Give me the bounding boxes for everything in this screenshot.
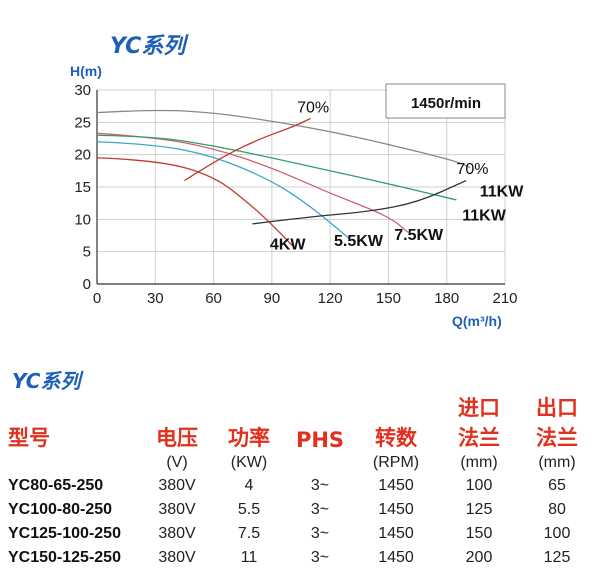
y-axis-label: H(m) [70,63,102,79]
series-line [96,132,409,233]
cell-power: 7.5 [237,525,261,542]
header-phs: PHS [295,428,345,452]
cell-phs: 3~ [310,477,330,494]
cell-voltage: 380V [158,549,196,566]
unit-inlet: (mm) [460,454,498,471]
cell-inlet: 125 [465,501,493,518]
pump-curve-chart: 0 30 60 90 120 150 180 210 0 5 10 15 20 25 30 H(m) Q(m³/… [70,63,524,329]
y-tick-label: 0 [83,276,91,293]
curve-annotation: 70% [297,100,329,117]
cell-rpm: 1450 [378,477,414,494]
cell-phs: 3~ [310,549,330,566]
cell-outlet: 125 [543,549,571,566]
series-line [184,117,311,182]
cell-power: 11 [240,549,258,566]
series-line [96,134,457,201]
cell-voltage: 380V [158,525,196,542]
x-tick-label: 60 [205,290,222,307]
cell-power: 4 [244,477,254,494]
cell-phs: 3~ [310,501,330,518]
x-tick-label: 180 [434,290,459,307]
cell-model: YC80-65-250 [8,477,104,494]
unit-outlet: (mm) [538,454,576,471]
cell-phs: 3~ [310,525,330,542]
y-tick-label: 10 [74,211,91,228]
series-line [96,109,471,169]
header-model: 型号 [8,426,50,450]
x-tick-label: 30 [147,290,164,307]
series-line [96,141,350,240]
cell-rpm: 1450 [378,549,414,566]
speed-label-box [385,83,506,119]
speed-label: 1450r/min [411,95,481,112]
cell-inlet: 100 [465,477,493,494]
table-row: YC125-100-250 380V 7.5 3~ 1450 150 100 [8,522,596,546]
y-tick-label: 5 [83,244,91,261]
x-tick-label: 150 [376,290,401,307]
x-tick-label: 120 [318,290,343,307]
header-top-voltage [144,392,210,422]
table-row: YC150-125-250 380V 11 3~ 1450 200 125 [8,546,596,570]
curve-annotation: 11KW [480,184,524,201]
table-row: YC100-80-250 380V 5.5 3~ 1450 125 80 [8,498,596,522]
cell-outlet: 65 [548,477,566,494]
cell-outlet: 100 [543,525,571,542]
curve-annotation: 70% [456,161,488,178]
cell-voltage: 380V [158,477,196,494]
unit-voltage: (V) [166,454,188,471]
cell-rpm: 1450 [378,525,414,542]
series-line [96,157,296,249]
unit-rpm: (RPM) [372,454,420,471]
cell-rpm: 1450 [378,501,414,518]
x-axis-label: Q(m³/h) [452,313,502,329]
unit-power: (KW) [230,454,268,471]
header-top-rpm [352,392,440,422]
y-tick-label: 25 [74,114,91,131]
cell-power: 5.5 [237,501,261,518]
table-title: YC系列 [12,369,81,393]
header-top-power [210,392,288,422]
unit-model [8,452,144,474]
y-tick-label: 20 [74,147,91,164]
table-header-top-row: 进口 出口 [8,392,596,422]
y-tick-label: 30 [74,82,91,99]
x-tick-label: 210 [492,290,517,307]
y-tick-label: 15 [74,179,91,196]
header-top-model [8,392,144,422]
series-line [252,179,467,225]
table-header-row: 型号 电压 功率 PHS 转数 法兰 法兰 [8,422,596,452]
header-voltage: 电压 [156,426,198,450]
curve-annotation: 4KW [270,237,306,254]
cell-model: YC100-80-250 [8,501,113,518]
cell-inlet: 150 [465,525,493,542]
curve-annotation: 11KW [462,208,506,225]
header-top-inlet: 进口 [458,396,500,420]
table-units-row: (V) (KW) (RPM) (mm) (mm) [8,452,596,474]
curve-annotation: 5.5KW [334,233,384,250]
unit-phs [288,452,352,474]
cell-inlet: 200 [465,549,493,566]
cell-model: YC150-125-250 [8,549,121,566]
header-rpm: 转数 [375,426,417,450]
header-inlet-flange: 法兰 [458,426,500,450]
table-row: YC80-65-250 380V 4 3~ 1450 100 65 [8,474,596,498]
header-power: 功率 [228,426,270,450]
cell-model: YC125-100-250 [8,525,121,542]
chart-title: YC系列 [110,34,186,59]
header-top-phs [288,392,352,422]
x-tick-label: 0 [93,290,101,307]
curve-annotation: 7.5KW [394,227,444,244]
x-tick-label: 90 [264,290,281,307]
header-top-outlet: 出口 [536,396,578,420]
cell-voltage: 380V [158,501,196,518]
spec-table: 进口 出口 型号 电压 功率 PHS 转数 法兰 法兰 (V) (KW) (RP… [8,392,596,570]
header-outlet-flange: 法兰 [536,426,578,450]
cell-outlet: 80 [548,501,566,518]
